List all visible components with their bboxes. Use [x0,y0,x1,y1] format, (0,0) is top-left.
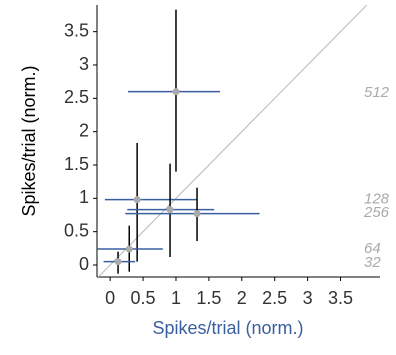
point [172,88,180,96]
x-tick-label: 1 [171,288,181,308]
annotation: 256 [363,204,390,221]
x-tick-label: 1.5 [196,288,221,308]
y-tick-label: 2.5 [64,87,89,107]
annotation: 128 [364,191,390,208]
point [125,245,133,253]
x-tick-label: 3 [303,288,313,308]
x-tick-label: 2 [237,288,247,308]
y-tick-label: 3 [79,54,89,74]
y-axis-label: Spikes/trial (norm.) [19,65,39,216]
y-tick-label: 2 [79,120,89,140]
annotation: 512 [364,84,390,101]
y-tick-label: 0 [79,254,89,274]
y-tick-label: 3.5 [64,20,89,40]
x-tick-label: 3.5 [328,288,353,308]
x-tick-label: 0 [105,288,115,308]
annotation: 64 [364,240,381,257]
x-tick-label: 0.5 [131,288,156,308]
x-axis-label: Spikes/trial (norm.) [152,318,303,338]
point [193,210,201,218]
y-tick-label: 1 [79,187,89,207]
x-tick-label: 2.5 [262,288,287,308]
identity-line [97,4,368,278]
annotation: 32 [364,254,381,271]
y-tick-label: 1.5 [64,154,89,174]
point [166,206,174,214]
y-tick-label: 0.5 [64,220,89,240]
point [133,196,141,204]
point [114,258,122,266]
